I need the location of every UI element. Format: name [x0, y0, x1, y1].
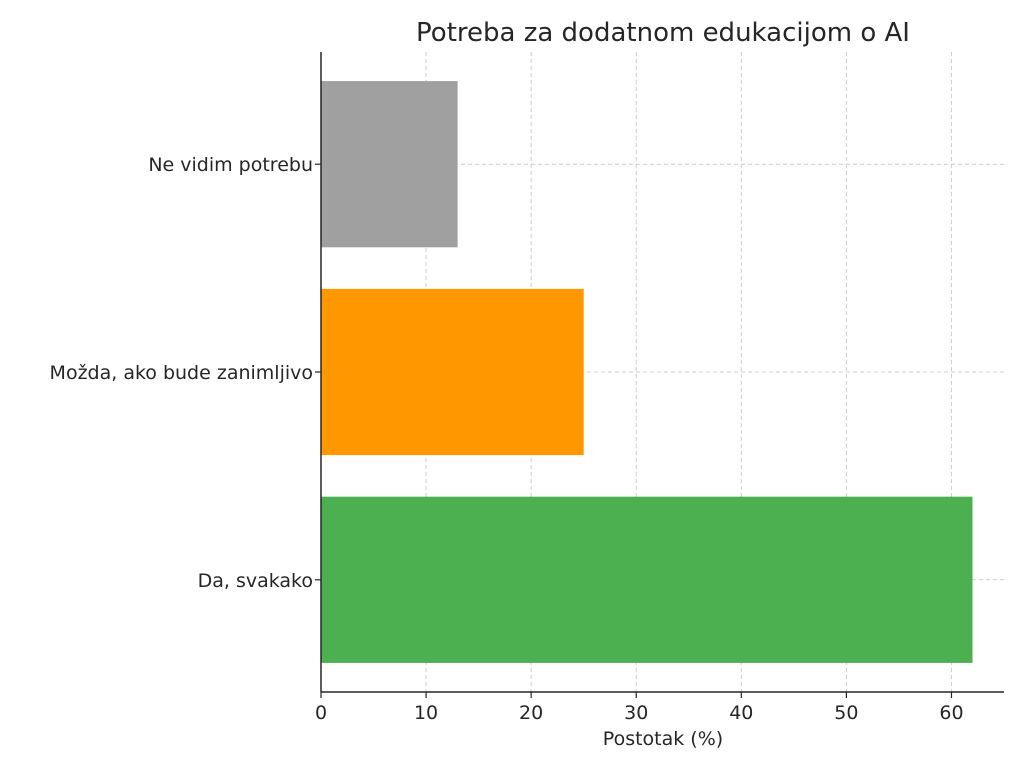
x-tick-label: 30	[624, 702, 648, 724]
y-tick-label: Da, svakako	[198, 570, 313, 592]
chart-title: Potreba za dodatnom edukacijom o AI	[416, 18, 910, 48]
bars	[321, 81, 973, 663]
bar-1	[321, 288, 584, 456]
x-axis-label: Postotak (%)	[603, 728, 723, 750]
x-tick-label: 20	[519, 702, 543, 724]
y-tick-label: Ne vidim potrebu	[148, 154, 313, 176]
bar-2	[321, 81, 458, 248]
x-tick-label: 10	[414, 702, 438, 724]
bar-0	[321, 496, 973, 663]
x-tick-label: 60	[939, 702, 963, 724]
x-tick-label: 40	[729, 702, 753, 724]
axes: Da, svakako Možda, ako bude zanimljivo Ne …	[50, 52, 1004, 724]
y-tick-label: Možda, ako bude zanimljivo	[50, 362, 313, 384]
x-tick-label: 50	[834, 702, 858, 724]
x-tick-label: 0	[315, 702, 327, 724]
